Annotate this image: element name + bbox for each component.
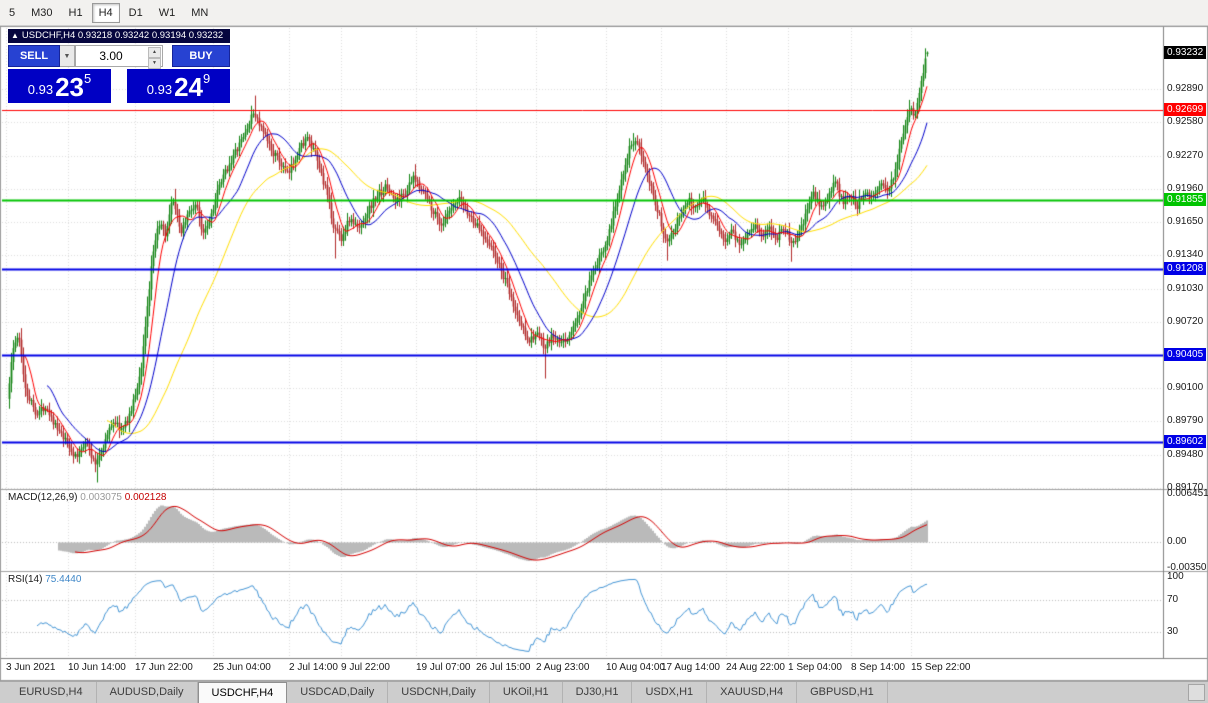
quote-row: 0.93 23 5 0.93 24 9 — [8, 69, 230, 103]
sell-price-prefix: 0.93 — [27, 82, 54, 97]
timeframe-toolbar: 5 M30 H1 H4 D1 W1 MN — [0, 0, 1208, 26]
chart-tab-usdx[interactable]: USDX,H1 — [632, 682, 708, 703]
sell-button[interactable]: SELL — [8, 45, 60, 67]
chart-window: MACD(12,26,9) 0.003075 0.002128 RSI(14) … — [0, 26, 1208, 681]
chart-tab-dj30[interactable]: DJ30,H1 — [563, 682, 633, 703]
sell-price-display[interactable]: 0.93 23 5 — [8, 69, 111, 103]
chart-tab-gbpusd[interactable]: GBPUSD,H1 — [797, 682, 888, 703]
volume-input[interactable] — [76, 46, 146, 66]
collapse-icon[interactable]: ▲ — [11, 31, 19, 40]
volume-dropdown-icon[interactable]: ▼ — [60, 45, 75, 67]
ohlc-info-bar[interactable]: ▲ USDCHF,H4 0.93218 0.93242 0.93194 0.93… — [8, 29, 230, 43]
sell-price-big: 23 — [55, 72, 84, 102]
sell-price-pipette: 5 — [84, 71, 92, 86]
chart-tab-eurusd[interactable]: EURUSD,H4 — [6, 682, 97, 703]
ohlc-info-text: USDCHF,H4 0.93218 0.93242 0.93194 0.9323… — [21, 30, 224, 41]
buy-price-pipette: 9 — [203, 71, 211, 86]
chart-tab-bar: EURUSD,H4 AUDUSD,Daily USDCHF,H4 USDCAD,Dai… — [0, 681, 1208, 703]
tab-scroll-button[interactable] — [1188, 684, 1205, 701]
timeframe-button-h1[interactable]: H1 — [62, 3, 90, 23]
chart-tab-usdchf[interactable]: USDCHF,H4 — [197, 682, 288, 703]
chart-tab-usdcad[interactable]: USDCAD,Daily — [287, 682, 389, 703]
trade-controls-row: SELL ▼ ▲ ▼ BUY — [8, 45, 230, 69]
timeframe-button-w1[interactable]: W1 — [152, 3, 183, 23]
one-click-trading-panel: ▲ USDCHF,H4 0.93218 0.93242 0.93194 0.93… — [8, 29, 230, 103]
chart-tab-xauusd[interactable]: XAUUSD,H4 — [707, 682, 798, 703]
volume-up-icon[interactable]: ▲ — [148, 47, 161, 58]
timeframe-button-h4[interactable]: H4 — [91, 2, 120, 23]
buy-button[interactable]: BUY — [172, 45, 230, 67]
timeframe-button-5[interactable]: 5 — [2, 3, 22, 23]
volume-spinner: ▲ ▼ — [148, 47, 161, 69]
timeframe-button-m30[interactable]: M30 — [24, 3, 59, 23]
timeframe-button-d1[interactable]: D1 — [122, 3, 150, 23]
chart-tab-usdcnh[interactable]: USDCNH,Daily — [388, 682, 490, 703]
chart-tab-audusd[interactable]: AUDUSD,Daily — [97, 682, 198, 703]
price-chart-canvas[interactable] — [0, 26, 1208, 681]
chart-tab-ukoil[interactable]: UKOil,H1 — [490, 682, 563, 703]
buy-price-display[interactable]: 0.93 24 9 — [127, 69, 230, 103]
buy-price-prefix: 0.93 — [146, 82, 173, 97]
volume-down-icon[interactable]: ▼ — [148, 58, 161, 69]
timeframe-button-mn[interactable]: MN — [184, 3, 215, 23]
buy-price-big: 24 — [174, 72, 203, 102]
volume-field: ▲ ▼ — [75, 45, 163, 69]
